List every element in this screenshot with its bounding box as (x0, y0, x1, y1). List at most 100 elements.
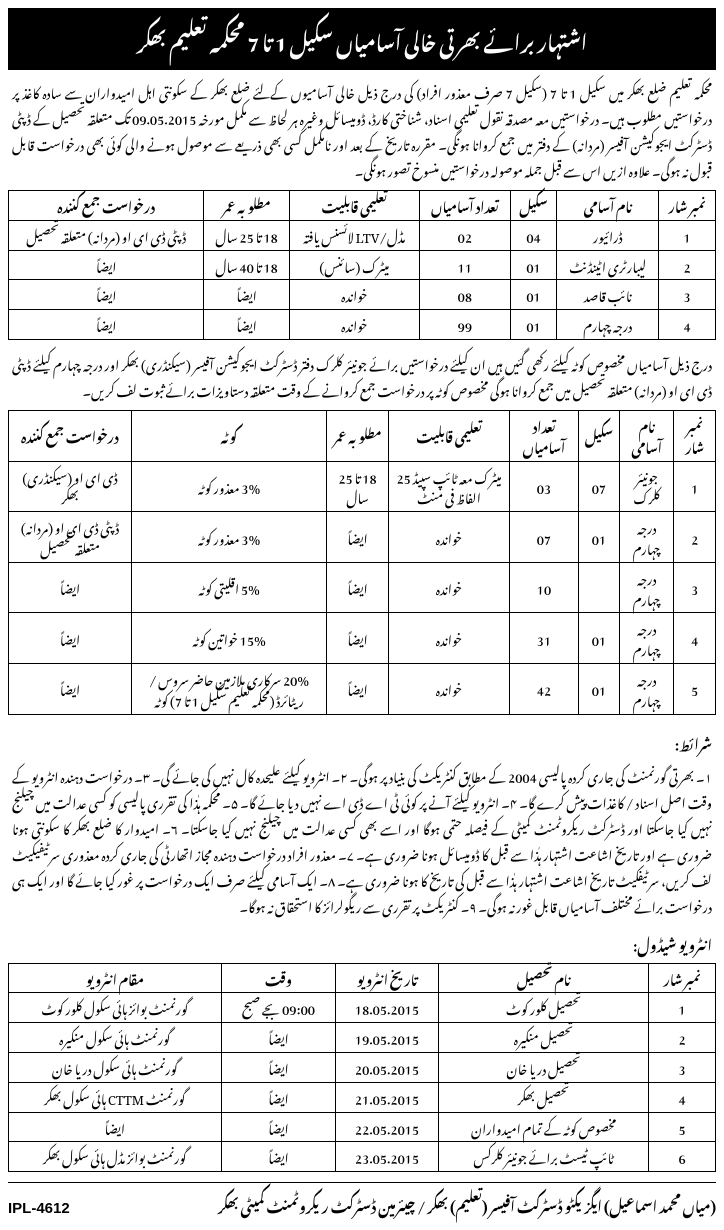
table-row: 5درجہ چہارم0142خواندہایضاً20% سرکاری ملا… (9, 663, 716, 714)
table-cell: 99 (419, 310, 510, 340)
table-cell: ایضاً (221, 1082, 336, 1112)
table-cell: 01 (578, 512, 619, 563)
table-cell: 01 (510, 310, 557, 340)
table-cell: 03 (510, 461, 579, 512)
table-cell: 01 (578, 613, 619, 664)
table-row: 5مخصوص کوٹہ کے تمام امیدواران22.05.2015ا… (9, 1112, 716, 1142)
vacancies-table-1: نمبر شارنام آسامیسکیلتعداد آسامیاںتعلیمی… (8, 190, 716, 340)
table-cell: میٹرک معہ ٹائپ سپیڈ 25 الفاظ فی منٹ (388, 461, 509, 512)
table-cell: ایضاً (221, 1112, 336, 1142)
table-cell: خواندہ (388, 512, 509, 563)
col-header: نمبر شار (649, 963, 716, 993)
footer: (میاں محمد اسماعیل) ایگزیکٹو ڈسٹرکٹ آفیس… (8, 1182, 716, 1222)
table-cell: میٹرک (سائنس) (289, 250, 419, 280)
table-cell: ایضاً (327, 663, 389, 714)
section2-text: درج ذیل آسامیاں مخصوص کوٹہ کیلئے رکھی گئ… (8, 350, 716, 402)
table-cell (578, 562, 619, 613)
table-cell: ایضاً (327, 562, 389, 613)
table-cell: ٹائپ ٹیسٹ برائے جونیئر کلرکس (438, 1142, 648, 1172)
table-cell: ایضاً (9, 280, 204, 310)
table-row: 4درجہ چہارم0131خواندہایضاً15% خواتین کوٹ… (9, 613, 716, 664)
table-cell: خواندہ (289, 280, 419, 310)
table-cell: ایضاً (9, 663, 132, 714)
table-cell: 22.05.2015 (336, 1112, 439, 1142)
table-cell: 15% خواتین کوٹہ (132, 613, 327, 664)
col-header: تعلیمی قابلیت (289, 191, 419, 221)
table-cell: خواندہ (388, 562, 509, 613)
table-cell: 04 (510, 220, 557, 250)
table-cell: خواندہ (388, 663, 509, 714)
col-header: تعداد آسامیاں (419, 191, 510, 221)
table-cell: 09:00 بجے صبح (221, 993, 336, 1023)
table-cell: 02 (419, 220, 510, 250)
table-cell: گورنمنٹ ہائی سکول منکیرہ (9, 1023, 222, 1053)
footer-ipl-code: IPL-4612 (8, 1200, 70, 1217)
col-header: مطلوبہ عمر (204, 191, 289, 221)
col-header: نام تحصیل (438, 963, 648, 993)
table-cell: گورنمنٹ بوائز مڈل ہائی سکول بھکر (9, 1142, 222, 1172)
table-cell: مخصوص کوٹہ کے تمام امیدواران (438, 1112, 648, 1142)
table-cell: 01 (510, 280, 557, 310)
table-cell: 3 (674, 562, 716, 613)
table-cell: ڈپٹی ڈی ای او (مردانہ) متعلقہ تحصیل (9, 512, 132, 563)
table-cell: 6 (649, 1142, 716, 1172)
table-cell: 1 (659, 220, 716, 250)
table-cell: تحصیل منکیرہ (438, 1023, 648, 1053)
table-cell: 3 (649, 1052, 716, 1082)
col-header: نام آسامی (557, 191, 659, 221)
table-cell: خواندہ (388, 613, 509, 664)
table-cell: 3 (659, 280, 716, 310)
conditions-title: شرائط: (12, 725, 712, 760)
table-cell: 2 (674, 512, 716, 563)
table-cell: 5 (674, 663, 716, 714)
table-cell: 31 (510, 613, 579, 664)
table-cell: ایضاً (221, 1052, 336, 1082)
table-cell: 5% اقلیتی کوٹہ (132, 562, 327, 613)
table-cell: نائب قاصد (557, 280, 659, 310)
table-cell: ایضاً (9, 1112, 222, 1142)
table-cell: 08 (419, 280, 510, 310)
table-cell: 2 (659, 250, 716, 280)
table-cell: 18.05.2015 (336, 993, 439, 1023)
col-header: مطلوبہ عمر (327, 410, 389, 461)
table-cell: 20.05.2015 (336, 1052, 439, 1082)
table-cell: 18 تا 25 سال (327, 461, 389, 512)
table-cell: 5 (649, 1112, 716, 1142)
table-cell: 10 (510, 562, 579, 613)
table-cell: تحصیل بھکر (438, 1082, 648, 1112)
table-cell: تحصیل دریا خان (438, 1052, 648, 1082)
col-header: تاریخ انٹرویو (336, 963, 439, 993)
table-cell: 18 تا 25 سال (204, 220, 289, 250)
col-header: کوٹہ (132, 410, 327, 461)
table1-header-row: نمبر شارنام آسامیسکیلتعداد آسامیاںتعلیمی… (9, 191, 716, 221)
table-cell: مڈل/LTV لائسنس یافتہ (289, 220, 419, 250)
col-header: سکیل (510, 191, 557, 221)
table-cell: 07 (578, 461, 619, 512)
table-cell: 1 (674, 461, 716, 512)
table-cell: ڈرائیور (557, 220, 659, 250)
table3-header-row: نمبر شارنام تحصیلتاریخ انٹرویووقتمقام ان… (9, 963, 716, 993)
col-header: درخواست جمع کنندہ (9, 410, 132, 461)
col-header: نام آسامی (620, 410, 674, 461)
table-cell: 4 (659, 310, 716, 340)
col-header: تعلیمی قابلیت (388, 410, 509, 461)
col-header: سکیل (578, 410, 619, 461)
table-cell: 19.05.2015 (336, 1023, 439, 1053)
table-cell: 3% معذور کوٹہ (132, 461, 327, 512)
col-header: نمبر شار (659, 191, 716, 221)
page-title: اشتہار برائے بھرتی خالی آسامیاں سکیل 1 ت… (137, 14, 588, 64)
schedule-title: انٹرویو شیڈول: (12, 926, 712, 961)
conditions-text: ۱۔ بھرتی گورنمنٹ کی جاری کردہ پالیسی 200… (8, 762, 716, 918)
table-row: 6ٹائپ ٹیسٹ برائے جونیئر کلرکس23.05.2015ا… (9, 1142, 716, 1172)
table-cell: 20% سرکاری ملازمین حاضر سروس / ریٹائرڈ (… (132, 663, 327, 714)
table-cell: ایضاً (9, 250, 204, 280)
table-cell: ایضاً (221, 1142, 336, 1172)
table-row: 3تحصیل دریا خان20.05.2015ایضاًگورنمنٹ ہا… (9, 1052, 716, 1082)
table-cell: 01 (510, 250, 557, 280)
table-row: 1تحصیل کلور کوٹ18.05.201509:00 بجے صبحگو… (9, 993, 716, 1023)
interview-schedule-table: نمبر شارنام تحصیلتاریخ انٹرویووقتمقام ان… (8, 963, 716, 1173)
table-cell: ایضاً (327, 512, 389, 563)
table-cell: جونیئر کلرک (620, 461, 674, 512)
table-row: 4درجہ چہارم0199خواندہایضاًایضاً (9, 310, 716, 340)
col-header: نمبر شار (674, 410, 716, 461)
